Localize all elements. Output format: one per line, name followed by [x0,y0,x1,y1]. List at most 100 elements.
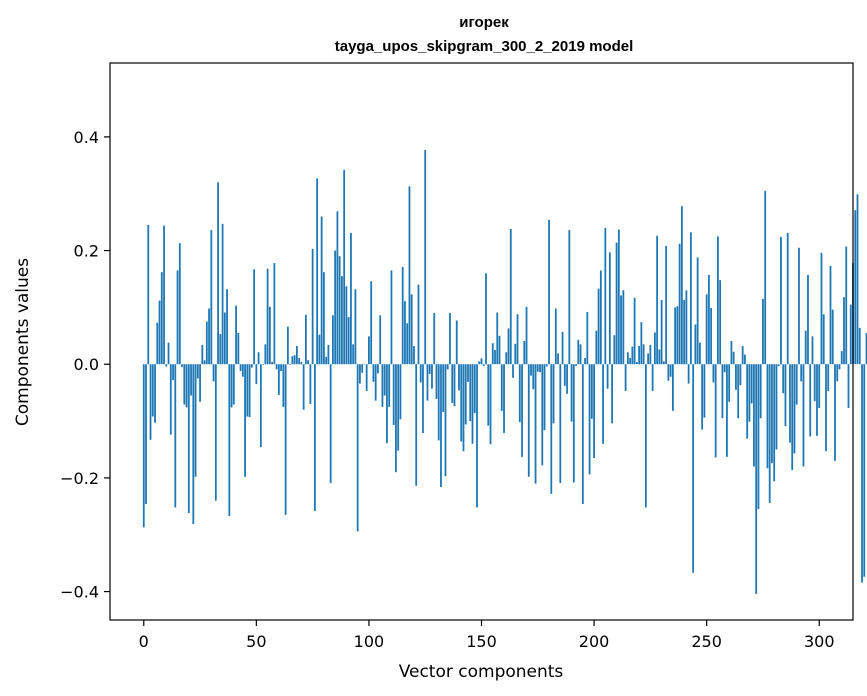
bar [543,364,546,431]
bar [223,312,226,365]
bar [426,364,429,401]
bar [593,364,595,459]
bar [829,265,832,365]
bar [703,364,706,418]
bar [291,356,294,365]
bar [273,263,276,365]
bar [167,342,170,365]
bar [644,364,647,508]
bar [622,290,625,365]
bar [687,364,690,384]
bar [259,364,262,448]
bar [433,313,436,365]
bar [390,270,393,365]
bar [192,364,195,524]
bar [617,229,620,365]
bar [816,364,818,436]
bar [244,364,246,477]
bar [575,364,577,366]
bar [489,364,492,445]
bar [424,149,427,365]
bar [151,364,154,417]
bar [440,364,442,487]
bar [753,364,755,467]
bar [145,364,147,505]
bar [561,331,564,365]
bar [762,298,764,365]
bar [370,281,373,365]
bar [309,364,312,405]
bar [404,301,406,365]
bar [185,364,188,408]
bar [831,309,834,365]
bar [341,276,343,365]
bar [320,216,323,365]
y-axis-ticks: −0.4 −0.2 0.0 0.2 0.4 [60,128,110,602]
bar [174,364,177,508]
bar [689,232,692,365]
bar [449,313,451,365]
bar [458,364,460,391]
bar [534,364,537,484]
bar [739,364,742,386]
bar [723,364,726,373]
bar [651,364,654,391]
bar [408,186,411,365]
bar [667,364,670,381]
bar [606,364,609,389]
bar [793,364,796,454]
bar [541,364,544,466]
bar [169,364,172,435]
bar [336,211,339,365]
bar [374,364,377,401]
bar [201,344,204,365]
bar [527,364,530,477]
bar [818,364,821,408]
bar [741,346,744,365]
bar [239,364,242,372]
bar [361,364,364,373]
bar [838,364,841,370]
bar [748,364,751,422]
bar [813,364,816,402]
bar [744,354,746,365]
y-tick-label: 0.2 [74,242,99,261]
bar [205,321,208,365]
bar [203,360,206,365]
bar [656,235,659,365]
bar [255,364,258,385]
bar [480,358,483,365]
bar [329,364,332,484]
bar [462,364,465,452]
bar [286,326,289,365]
bar [194,364,197,477]
bar [863,364,866,577]
bar [802,364,805,467]
bar [530,364,532,376]
bar [701,364,704,430]
x-axis-ticks: 0 50 100 150 200 250 300 [139,620,835,651]
bar [415,364,418,486]
bar [487,364,490,426]
bar [843,297,845,365]
bar [568,230,571,365]
bar [804,330,807,365]
bar [442,364,445,412]
bar [250,364,253,368]
bar [295,346,298,365]
bar [172,364,174,381]
bar [284,364,287,515]
bar [789,364,791,443]
bar [235,305,237,365]
bar [467,364,469,382]
bar [313,364,316,511]
bar [726,364,728,457]
bar [482,364,485,366]
bar [221,223,224,365]
bar [590,364,593,419]
bar [496,312,499,365]
bar [505,352,508,365]
bar [268,306,271,365]
bar [181,364,183,368]
